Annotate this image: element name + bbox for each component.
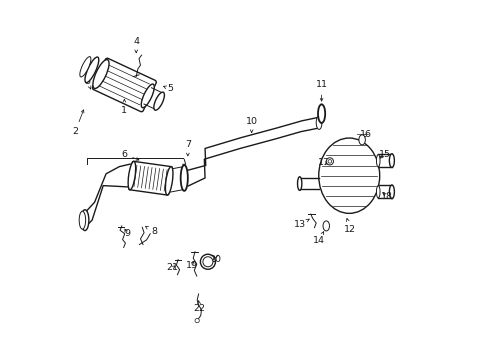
Text: 17: 17 (318, 158, 329, 167)
Ellipse shape (376, 186, 379, 198)
Text: 14: 14 (312, 232, 325, 245)
Ellipse shape (203, 257, 212, 267)
FancyBboxPatch shape (92, 58, 156, 112)
Text: 18: 18 (381, 192, 392, 201)
Text: 7: 7 (184, 140, 190, 156)
Circle shape (327, 159, 331, 163)
Ellipse shape (154, 92, 164, 110)
Text: 6: 6 (121, 150, 139, 160)
Text: 9: 9 (123, 229, 130, 238)
Text: 1: 1 (121, 99, 127, 114)
Text: 5: 5 (163, 84, 173, 93)
Text: 11: 11 (315, 81, 327, 101)
Ellipse shape (358, 135, 365, 145)
Ellipse shape (388, 154, 394, 167)
Ellipse shape (180, 165, 187, 191)
Ellipse shape (200, 254, 215, 269)
Ellipse shape (81, 210, 89, 230)
Text: 8: 8 (145, 226, 157, 237)
Text: 2: 2 (72, 110, 84, 136)
Text: 3: 3 (84, 77, 91, 89)
Ellipse shape (141, 84, 154, 108)
Text: 10: 10 (245, 117, 257, 132)
Text: 19: 19 (185, 261, 197, 270)
Text: 12: 12 (344, 219, 356, 234)
Text: 13: 13 (293, 219, 308, 229)
Text: 20: 20 (209, 255, 221, 264)
Text: 16: 16 (359, 130, 371, 139)
Ellipse shape (316, 116, 321, 130)
Ellipse shape (323, 221, 329, 231)
Ellipse shape (128, 161, 135, 190)
Text: 15: 15 (378, 150, 390, 159)
Ellipse shape (317, 104, 325, 123)
Ellipse shape (80, 57, 91, 77)
Text: 21: 21 (166, 264, 178, 273)
FancyBboxPatch shape (128, 161, 172, 195)
Ellipse shape (85, 57, 99, 82)
Circle shape (195, 319, 199, 323)
Text: 4: 4 (133, 37, 139, 53)
Text: 22: 22 (193, 301, 205, 313)
Ellipse shape (318, 138, 379, 213)
Ellipse shape (79, 211, 85, 229)
Ellipse shape (297, 177, 301, 190)
Ellipse shape (388, 185, 394, 199)
Ellipse shape (376, 154, 379, 167)
Ellipse shape (93, 60, 109, 89)
Circle shape (325, 158, 333, 165)
Ellipse shape (165, 167, 173, 195)
